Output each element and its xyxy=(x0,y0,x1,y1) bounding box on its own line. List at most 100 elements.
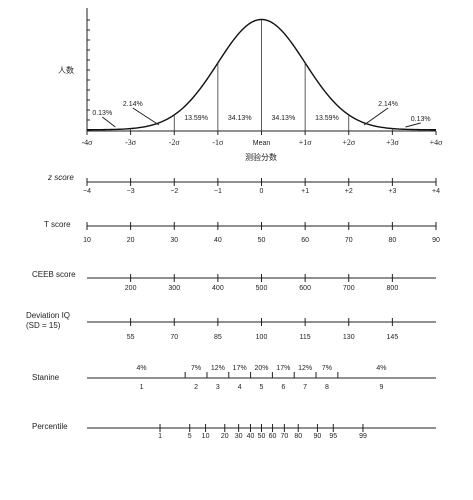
scale-tick-label: 100 xyxy=(256,334,268,341)
scale-tick-label: 40 xyxy=(214,237,222,244)
area-percentage-label: 34.13% xyxy=(228,115,252,122)
sigma-tick-label: +3σ xyxy=(386,138,400,147)
scale-tick-label: 8 xyxy=(325,384,329,391)
scale-tick-label: +3 xyxy=(388,188,396,195)
scale-tick-label: 85 xyxy=(214,334,222,341)
area-percentage-label: 34.13% xyxy=(271,115,295,122)
stanine-percentage: 7% xyxy=(191,365,201,372)
scale-tick-label: −1 xyxy=(214,188,222,195)
scale-tick-label: 145 xyxy=(387,334,399,341)
sigma-tick-label: +2σ xyxy=(342,138,356,147)
scale-tick-label: 70 xyxy=(170,334,178,341)
sigma-tick-label: -4σ xyxy=(82,138,94,147)
scale-tick-label: +2 xyxy=(345,188,353,195)
scale-tick-label: 700 xyxy=(343,285,355,292)
stanine-percentage: 17% xyxy=(276,365,290,372)
stanine-percentage: 12% xyxy=(211,365,225,372)
scale-tick-label: 5 xyxy=(188,433,192,440)
scale-tick-label: 300 xyxy=(168,285,180,292)
scale-tick-label: −2 xyxy=(170,188,178,195)
sigma-tick-label: +1σ xyxy=(299,138,313,147)
scale-name: T score xyxy=(44,220,71,229)
stanine-percentage: 17% xyxy=(233,365,247,372)
area-percentage-label: 13.59% xyxy=(184,115,208,122)
area-pointer-line xyxy=(405,122,421,128)
area-pointer-line xyxy=(363,107,389,126)
scale-name: Deviation IQ xyxy=(26,311,70,320)
scale-tick-label: 40 xyxy=(247,433,255,440)
scale-row-t-score: T score 10 20 30 40 50 60 70 80 90 xyxy=(44,220,440,244)
scale-row-deviation-iq: Deviation IQ(SD = 15) 55 70 85 100 115 130 145 xyxy=(26,311,436,341)
scale-tick-label: 6 xyxy=(281,384,285,391)
scale-tick-label: 1 xyxy=(158,433,162,440)
area-percentage-label: 0.13% xyxy=(92,110,112,117)
scale-tick-label: +1 xyxy=(301,188,309,195)
scale-name: Stanine xyxy=(32,373,60,382)
scale-tick-label: −3 xyxy=(127,188,135,195)
scale-tick-label: 800 xyxy=(387,285,399,292)
scale-tick-label: 200 xyxy=(125,285,137,292)
scale-row-z-score: z score −4 −3 −2 −1 0 +1 +2 +3 +4 xyxy=(47,173,440,195)
scale-tick-label: 5 xyxy=(260,384,264,391)
scale-tick-label: 9 xyxy=(380,384,384,391)
area-percentage-label: 2.14% xyxy=(123,101,143,108)
scale-tick-label: 500 xyxy=(256,285,268,292)
scale-row-ceeb-score: CEEB score 200 300 400 500 600 700 800 xyxy=(32,270,436,292)
sigma-tick-label: +4σ xyxy=(430,138,444,147)
scale-tick-label: 90 xyxy=(432,237,440,244)
scale-tick-label: 10 xyxy=(202,433,210,440)
scale-tick-label: 95 xyxy=(329,433,337,440)
scale-name: z score xyxy=(47,173,74,182)
area-percentage-label: 0.13% xyxy=(411,116,431,123)
scale-tick-label: 60 xyxy=(269,433,277,440)
scale-tick-label: 20 xyxy=(221,433,229,440)
stanine-percentage: 4% xyxy=(376,365,386,372)
scale-tick-label: −4 xyxy=(83,188,91,195)
scale-tick-label: 130 xyxy=(343,334,355,341)
scale-tick-label: 99 xyxy=(359,433,367,440)
scale-tick-label: 2 xyxy=(194,384,198,391)
scale-tick-label: 7 xyxy=(303,384,307,391)
scale-tick-label: 10 xyxy=(83,237,91,244)
scale-name-subtitle: (SD = 15) xyxy=(26,321,61,330)
scale-tick-label: 1 xyxy=(140,384,144,391)
stanine-percentage: 4% xyxy=(136,365,146,372)
area-percentage-label: 2.14% xyxy=(378,101,398,108)
scale-tick-label: 90 xyxy=(314,433,322,440)
scale-tick-label: 600 xyxy=(299,285,311,292)
scale-tick-label: 30 xyxy=(235,433,243,440)
scale-tick-label: 400 xyxy=(212,285,224,292)
scale-row-percentile: Percentile 1 5 10 20 30 40 50 60 70 80 90 95 99 xyxy=(32,422,436,440)
scale-tick-label: 70 xyxy=(280,433,288,440)
scale-tick-label: 4 xyxy=(238,384,242,391)
scale-name: CEEB score xyxy=(32,270,76,279)
scale-tick-label: 30 xyxy=(170,237,178,244)
scale-tick-label: 60 xyxy=(301,237,309,244)
scale-tick-label: 50 xyxy=(258,433,266,440)
scale-tick-label: 50 xyxy=(258,237,266,244)
area-pointer-line xyxy=(101,116,116,128)
stanine-percentage: 7% xyxy=(322,365,332,372)
curve-x-label: 测验分数 xyxy=(245,152,277,162)
scale-name: Percentile xyxy=(32,422,68,431)
scale-tick-label: +4 xyxy=(432,188,440,195)
sigma-tick-label: -3σ xyxy=(125,138,137,147)
scale-tick-label: 70 xyxy=(345,237,353,244)
scale-tick-label: 3 xyxy=(216,384,220,391)
sigma-tick-label: Mean xyxy=(253,140,271,147)
scale-tick-label: 80 xyxy=(388,237,396,244)
sigma-tick-label: -2σ xyxy=(169,138,181,147)
area-pointer-line xyxy=(132,107,160,126)
scale-tick-label: 115 xyxy=(300,334,311,341)
normal-curve-panel: 人数 测验分数 -4σ -3σ -2σ -1σ Mean +1σ +2σ +3σ +4σ 0.13… xyxy=(58,8,443,162)
scale-tick-label: 0 xyxy=(260,188,264,195)
area-percentage-label: 13.59% xyxy=(315,115,339,122)
stanine-percentage: 20% xyxy=(254,365,268,372)
curve-y-label: 人数 xyxy=(58,65,74,75)
scale-tick-label: 80 xyxy=(294,433,302,440)
sigma-tick-label: -1σ xyxy=(212,138,224,147)
scale-tick-label: 20 xyxy=(127,237,135,244)
